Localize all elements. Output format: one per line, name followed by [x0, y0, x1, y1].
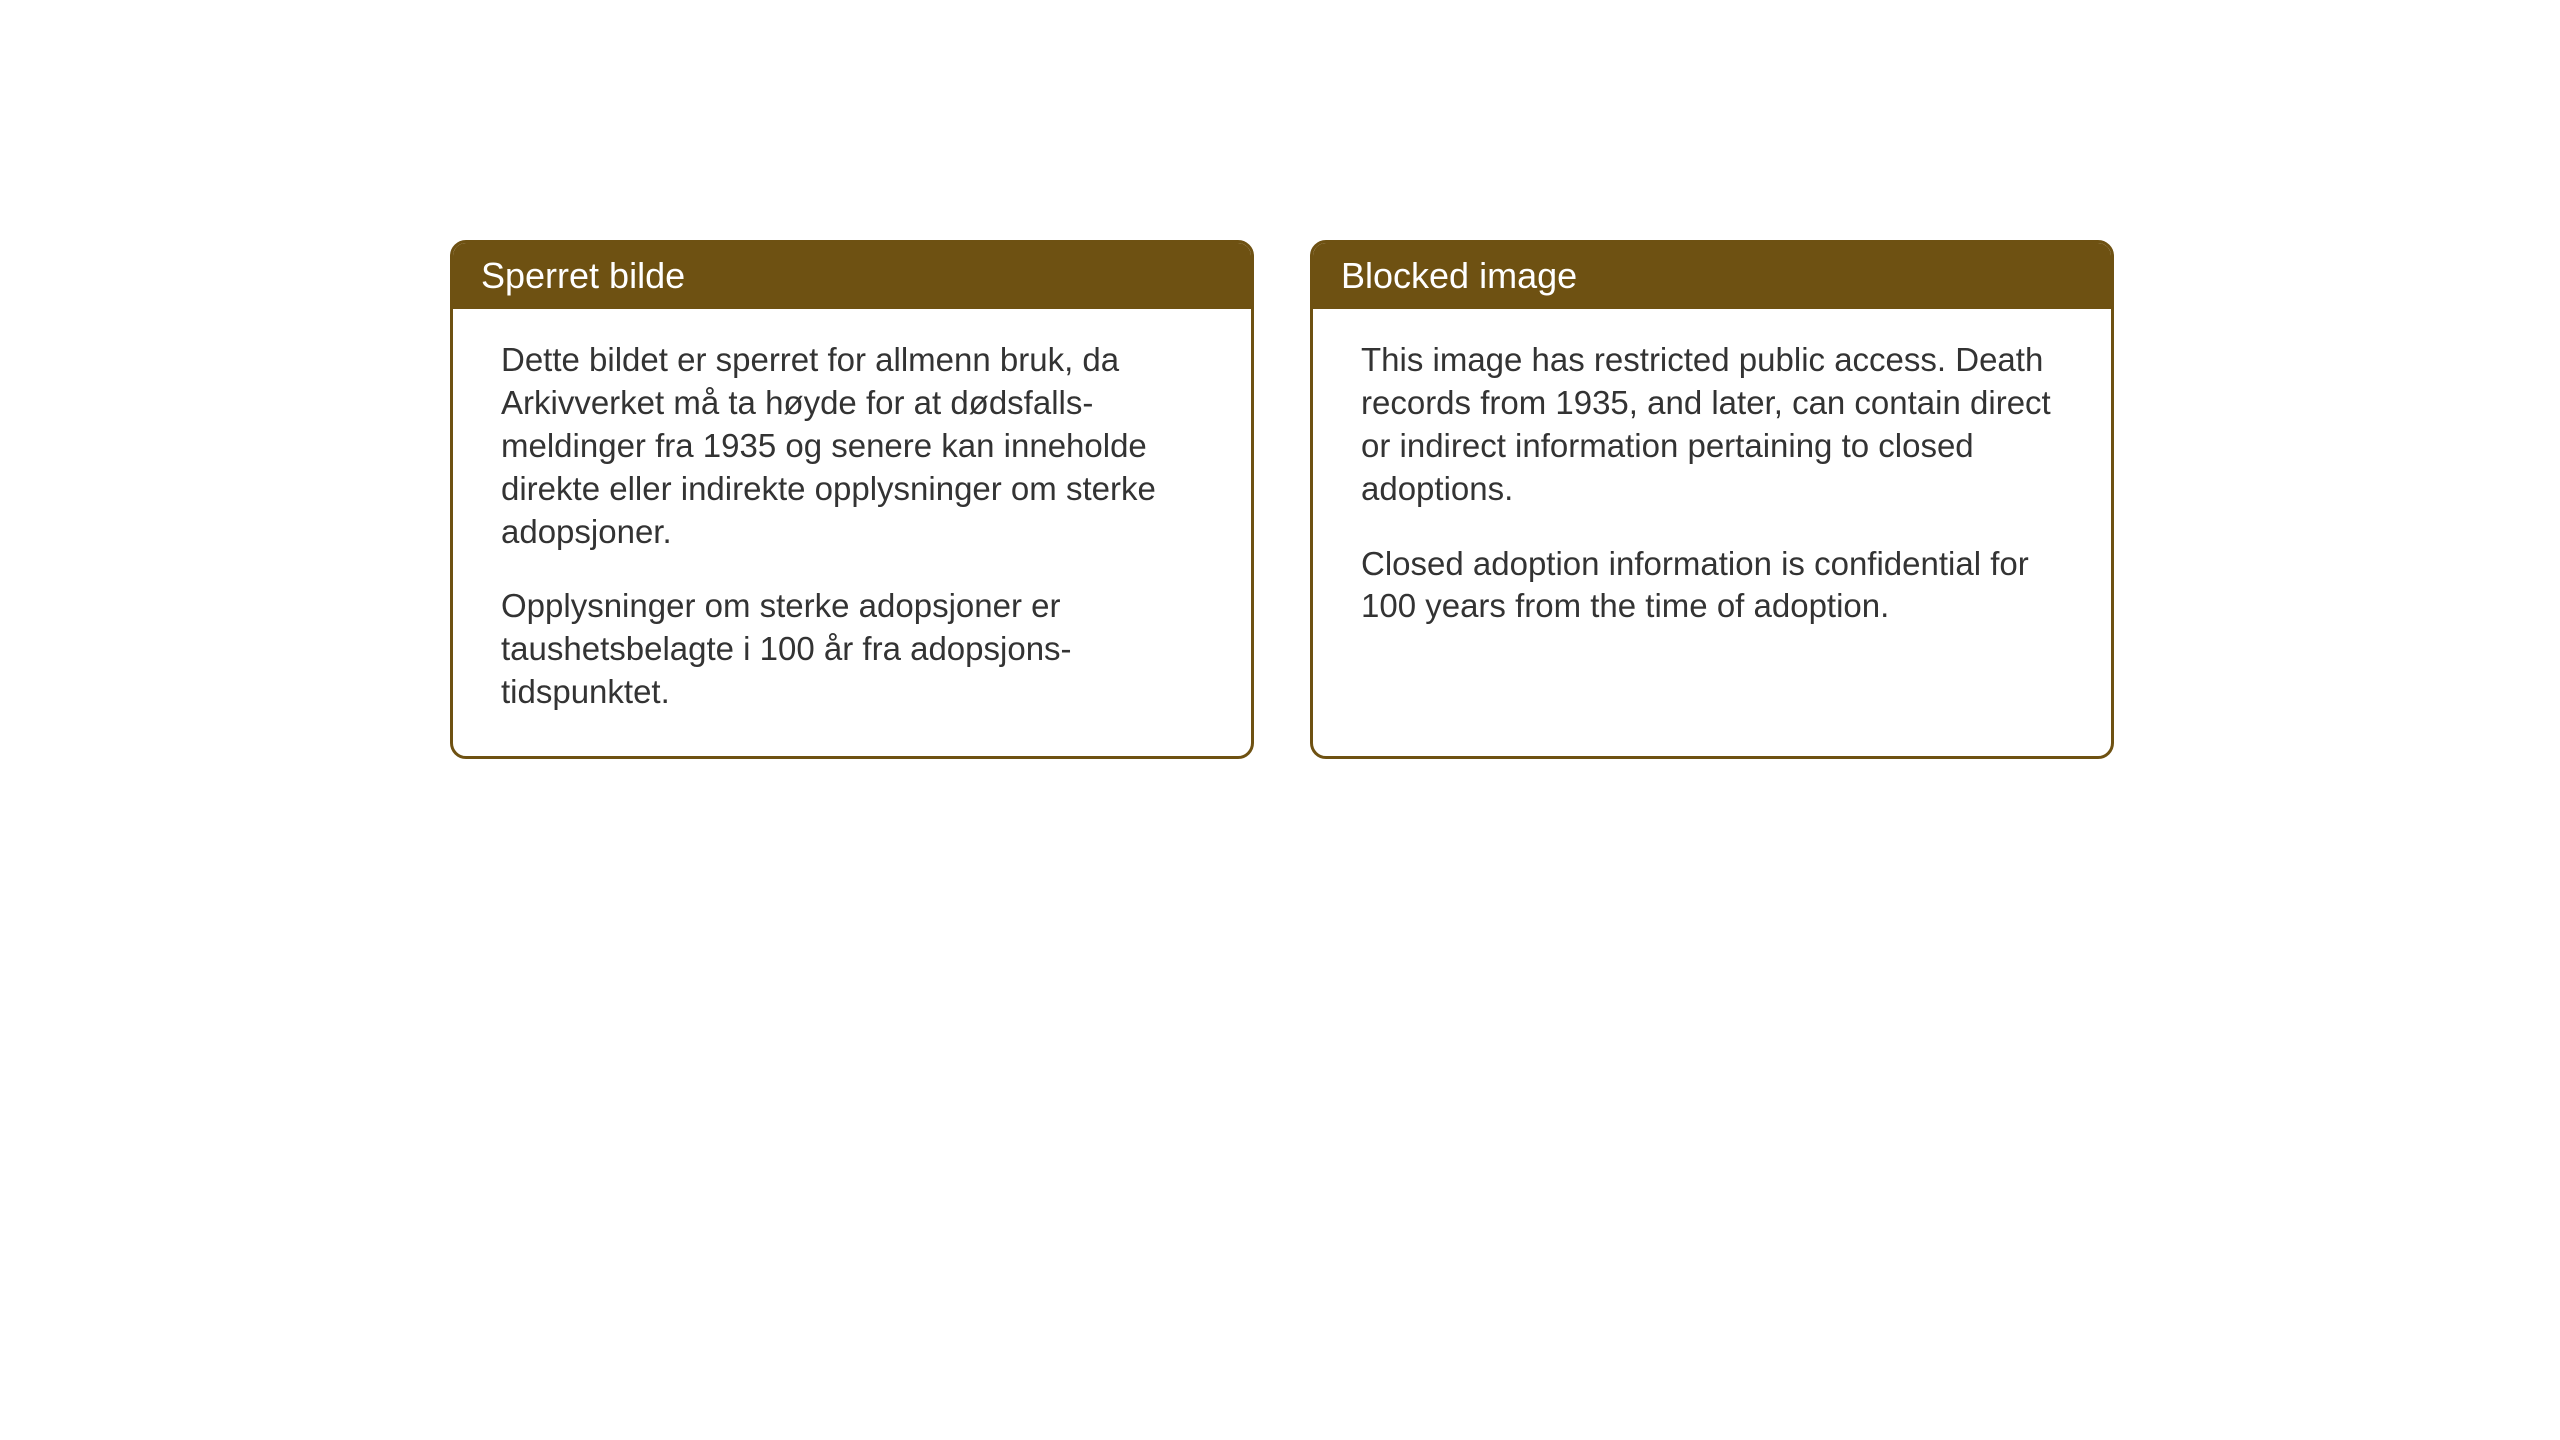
notice-header-english: Blocked image [1313, 243, 2111, 309]
notice-paragraph-2-english: Closed adoption information is confident… [1361, 543, 2063, 629]
notice-paragraph-1-english: This image has restricted public access.… [1361, 339, 2063, 511]
notice-title-english: Blocked image [1341, 255, 1577, 296]
notice-body-english: This image has restricted public access.… [1313, 309, 2111, 670]
notice-header-norwegian: Sperret bilde [453, 243, 1251, 309]
notice-paragraph-2-norwegian: Opplysninger om sterke adopsjoner er tau… [501, 585, 1203, 714]
notice-title-norwegian: Sperret bilde [481, 255, 685, 296]
notice-box-norwegian: Sperret bilde Dette bildet er sperret fo… [450, 240, 1254, 759]
notice-body-norwegian: Dette bildet er sperret for allmenn bruk… [453, 309, 1251, 756]
notice-container: Sperret bilde Dette bildet er sperret fo… [450, 240, 2114, 759]
notice-paragraph-1-norwegian: Dette bildet er sperret for allmenn bruk… [501, 339, 1203, 553]
notice-box-english: Blocked image This image has restricted … [1310, 240, 2114, 759]
